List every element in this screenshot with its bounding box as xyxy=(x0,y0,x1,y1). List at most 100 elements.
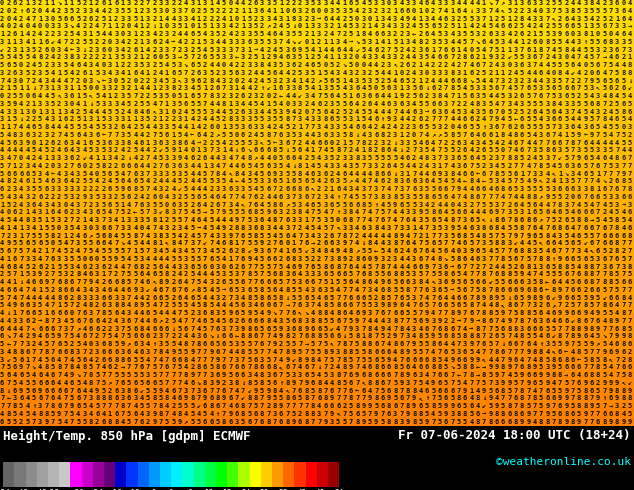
Text: 8: 8 xyxy=(520,388,524,393)
Text: 5: 5 xyxy=(514,209,518,215)
Text: 2: 2 xyxy=(89,264,93,270)
Text: 5: 5 xyxy=(279,155,283,161)
Text: 6: 6 xyxy=(609,395,613,401)
Text: 3: 3 xyxy=(431,287,436,293)
Text: 5: 5 xyxy=(133,271,138,277)
Text: 2: 2 xyxy=(228,77,233,83)
Text: 1: 1 xyxy=(209,23,214,29)
Text: 5: 5 xyxy=(82,93,87,99)
Text: 5: 5 xyxy=(317,264,321,270)
Text: 9: 9 xyxy=(19,388,23,393)
Text: 3: 3 xyxy=(63,108,68,115)
Text: 4: 4 xyxy=(558,101,562,107)
Text: 7: 7 xyxy=(273,264,277,270)
Text: ↓: ↓ xyxy=(32,85,36,91)
Text: 8: 8 xyxy=(197,341,201,347)
Text: 5: 5 xyxy=(190,108,195,115)
Text: 3: 3 xyxy=(482,256,486,262)
Text: 7: 7 xyxy=(44,256,49,262)
Text: 8: 8 xyxy=(361,201,366,208)
Text: 5: 5 xyxy=(583,85,588,91)
Text: 8: 8 xyxy=(374,225,378,231)
Text: 5: 5 xyxy=(254,349,258,355)
Text: 5: 5 xyxy=(558,85,562,91)
Text: ↖: ↖ xyxy=(609,357,613,363)
Text: 7: 7 xyxy=(361,395,366,401)
Text: 9: 9 xyxy=(552,364,556,370)
Text: 6: 6 xyxy=(463,124,467,130)
Text: 4: 4 xyxy=(380,101,385,107)
Text: 7: 7 xyxy=(412,287,417,293)
Text: 3: 3 xyxy=(628,124,632,130)
Text: 2: 2 xyxy=(171,225,176,231)
Text: 7: 7 xyxy=(120,411,125,417)
Text: 6: 6 xyxy=(108,294,112,300)
Text: 5: 5 xyxy=(590,116,594,122)
Text: 5: 5 xyxy=(602,85,607,91)
Text: 5: 5 xyxy=(317,209,321,215)
Text: 4: 4 xyxy=(165,178,169,184)
Text: 6: 6 xyxy=(387,163,391,169)
Bar xyxy=(59,462,70,488)
Text: 9: 9 xyxy=(393,333,398,339)
Text: 7: 7 xyxy=(190,388,195,393)
Text: 1: 1 xyxy=(38,225,42,231)
Text: 8: 8 xyxy=(311,403,315,409)
Text: 5: 5 xyxy=(323,225,328,231)
Text: 2: 2 xyxy=(158,85,163,91)
Text: 1: 1 xyxy=(412,225,417,231)
Text: 2: 2 xyxy=(95,418,100,424)
Text: 7: 7 xyxy=(209,357,214,363)
Text: 3: 3 xyxy=(216,47,220,52)
Text: 3: 3 xyxy=(507,0,512,6)
Text: 5: 5 xyxy=(583,16,588,22)
Text: 8: 8 xyxy=(399,325,404,332)
Text: 2: 2 xyxy=(171,333,176,339)
Text: 8: 8 xyxy=(545,147,550,153)
Text: 6: 6 xyxy=(146,310,150,316)
Text: 5: 5 xyxy=(260,116,264,122)
Text: 5: 5 xyxy=(197,108,201,115)
Text: 7: 7 xyxy=(488,380,493,386)
Text: 3: 3 xyxy=(63,271,68,277)
Text: 3: 3 xyxy=(361,70,366,76)
Text: 7: 7 xyxy=(545,93,550,99)
Text: 7: 7 xyxy=(19,341,23,347)
Text: 8: 8 xyxy=(44,364,49,370)
Text: 6: 6 xyxy=(615,77,619,83)
Text: 7: 7 xyxy=(501,395,505,401)
Text: 0: 0 xyxy=(25,93,30,99)
Text: 4: 4 xyxy=(418,0,423,6)
Text: 5: 5 xyxy=(158,201,163,208)
Text: ←: ← xyxy=(190,132,195,138)
Text: 7: 7 xyxy=(425,225,429,231)
Text: 4: 4 xyxy=(133,310,138,316)
Text: 4: 4 xyxy=(380,233,385,239)
Text: 3: 3 xyxy=(44,16,49,22)
Text: 6: 6 xyxy=(495,271,499,277)
Text: 7: 7 xyxy=(488,271,493,277)
Text: 7: 7 xyxy=(444,240,448,246)
Text: 8: 8 xyxy=(552,101,556,107)
Text: 6: 6 xyxy=(437,294,442,300)
Text: 6: 6 xyxy=(178,357,182,363)
Text: →: → xyxy=(197,140,201,146)
Text: 4: 4 xyxy=(526,23,531,29)
Text: 3: 3 xyxy=(171,140,176,146)
Text: 0: 0 xyxy=(323,8,328,14)
Text: 6: 6 xyxy=(133,70,138,76)
Text: 5: 5 xyxy=(463,31,467,37)
Text: 6: 6 xyxy=(361,294,366,300)
Text: 4: 4 xyxy=(355,101,359,107)
Text: 3: 3 xyxy=(247,31,252,37)
Text: 6: 6 xyxy=(133,380,138,386)
Text: 1: 1 xyxy=(368,23,372,29)
Text: 1: 1 xyxy=(311,147,315,153)
Text: 6: 6 xyxy=(387,271,391,277)
Text: 6: 6 xyxy=(139,333,144,339)
Text: 2: 2 xyxy=(57,54,61,60)
Text: 0: 0 xyxy=(228,0,233,6)
Text: 6: 6 xyxy=(456,233,461,239)
Text: 8: 8 xyxy=(482,233,486,239)
Text: 4: 4 xyxy=(368,318,372,324)
